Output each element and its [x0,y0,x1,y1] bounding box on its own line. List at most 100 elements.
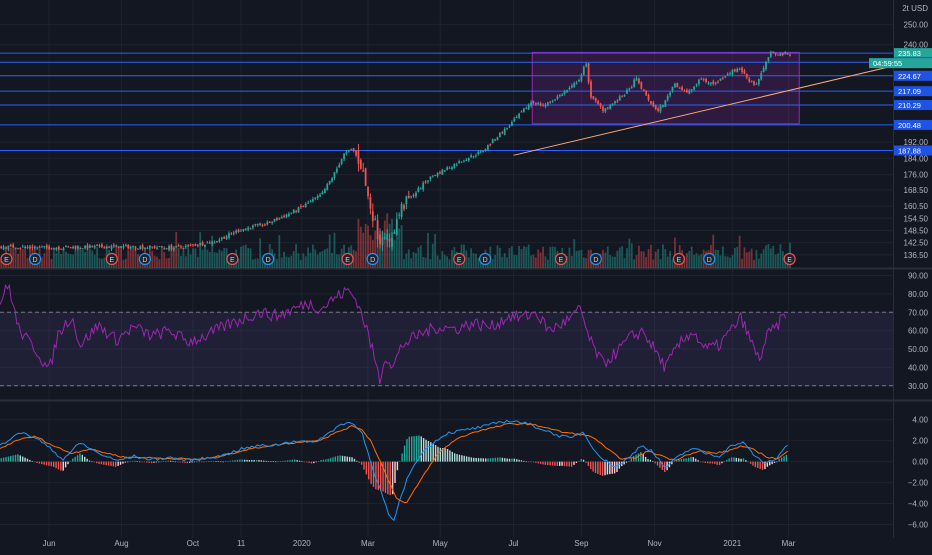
earnings-marker[interactable]: E [105,252,118,266]
marker-letter: E [787,257,792,264]
candle-body [662,105,664,108]
candle-body [721,77,724,79]
candle-body [777,54,779,56]
volume-bar [422,256,425,268]
macd-histogram-bar [126,461,129,463]
candle [676,82,679,88]
candle-body [678,87,681,89]
earnings-marker[interactable]: E [226,252,239,266]
candle [753,80,755,87]
dividend-marker[interactable]: D [28,252,42,266]
candle [77,245,79,251]
candle-body [525,108,528,110]
candle-body [29,247,31,249]
volume-bar [515,255,518,268]
candle-body [132,246,134,248]
trendline[interactable] [513,65,894,156]
candle [153,245,156,249]
candle [184,244,187,250]
candle-body [645,91,648,96]
candle-body [120,246,122,248]
dividend-marker[interactable]: D [479,252,492,266]
macd-histogram-bar [282,460,284,462]
rsi-tick-label: 80.00 [908,290,929,299]
earnings-marker[interactable]: E [341,252,354,266]
candle-body [642,89,645,91]
macd-histogram-bar [757,461,759,469]
dividend-marker[interactable]: D [138,252,151,266]
rsi-line[interactable] [0,283,787,385]
volume-bar [196,256,199,268]
volume-bar [465,250,468,268]
macd-histogram-bar [551,461,554,466]
candle-body [750,80,753,83]
candle-body [383,237,386,239]
earnings-marker[interactable]: E [0,252,13,266]
candle-body [676,83,679,88]
price-tick-label: 168.50 [904,186,929,195]
macd-histogram-bar [394,461,396,483]
macd-histogram-bar [220,461,222,463]
candle [453,163,456,169]
dividend-marker[interactable]: D [703,252,716,266]
candle-body [21,246,24,248]
candle-body [537,102,540,104]
candle-body [5,247,7,249]
dividend-marker[interactable]: D [262,252,275,266]
macd-histogram-bar [592,461,594,472]
macd-histogram-bar [45,461,48,466]
candle-body [127,244,130,249]
macd-histogram-bar [570,461,573,467]
price-tick-label: 142.50 [904,239,929,248]
candle-body [477,151,480,155]
candle [264,223,266,227]
macd-histogram-bar [115,461,117,467]
macd-histogram-bar [609,461,611,475]
macd-histogram-bar [191,461,193,463]
earnings-marker[interactable]: E [554,252,568,266]
dividend-marker[interactable]: D [366,252,379,266]
candle-body [604,108,607,112]
candle-body [299,206,302,208]
volume-bar [307,247,309,268]
macd-histogram-bar [105,461,107,466]
candle-body [403,205,405,209]
earnings-marker[interactable]: E [783,252,796,266]
macd-histogram-bar [408,436,411,462]
volume-bar [587,249,590,268]
candle [208,240,211,244]
macd-histogram-bar [110,461,112,466]
candle [745,73,748,80]
volume-bar [50,259,53,268]
time-tick-label: Aug [114,539,128,548]
candle [323,187,326,194]
volume-bar [220,251,223,268]
macd-histogram-bar [656,461,659,466]
volume-bar [544,256,547,268]
range-box[interactable] [531,51,800,125]
macd-histogram-bar [155,461,158,463]
candle [216,240,218,244]
macd-line[interactable] [0,419,788,522]
candle [544,102,547,109]
macd-histogram-bar [558,461,561,466]
earnings-marker[interactable]: E [453,252,466,266]
candle [112,243,115,249]
macd-histogram-bar [485,458,487,462]
candle [705,77,707,84]
volume-bar [273,253,276,268]
macd-histogram-bar [24,457,26,462]
macd-histogram-bar [718,461,721,465]
marker-letter: E [110,257,115,264]
dividend-marker[interactable]: D [589,252,602,266]
macd-signal-line[interactable] [0,422,788,504]
volume-bar [738,235,741,268]
candle [549,101,552,104]
candle-body [326,184,329,191]
candle [350,148,353,151]
macd-histogram-bar [776,461,778,463]
earnings-marker[interactable]: E [672,252,685,266]
candle-body [254,224,257,226]
